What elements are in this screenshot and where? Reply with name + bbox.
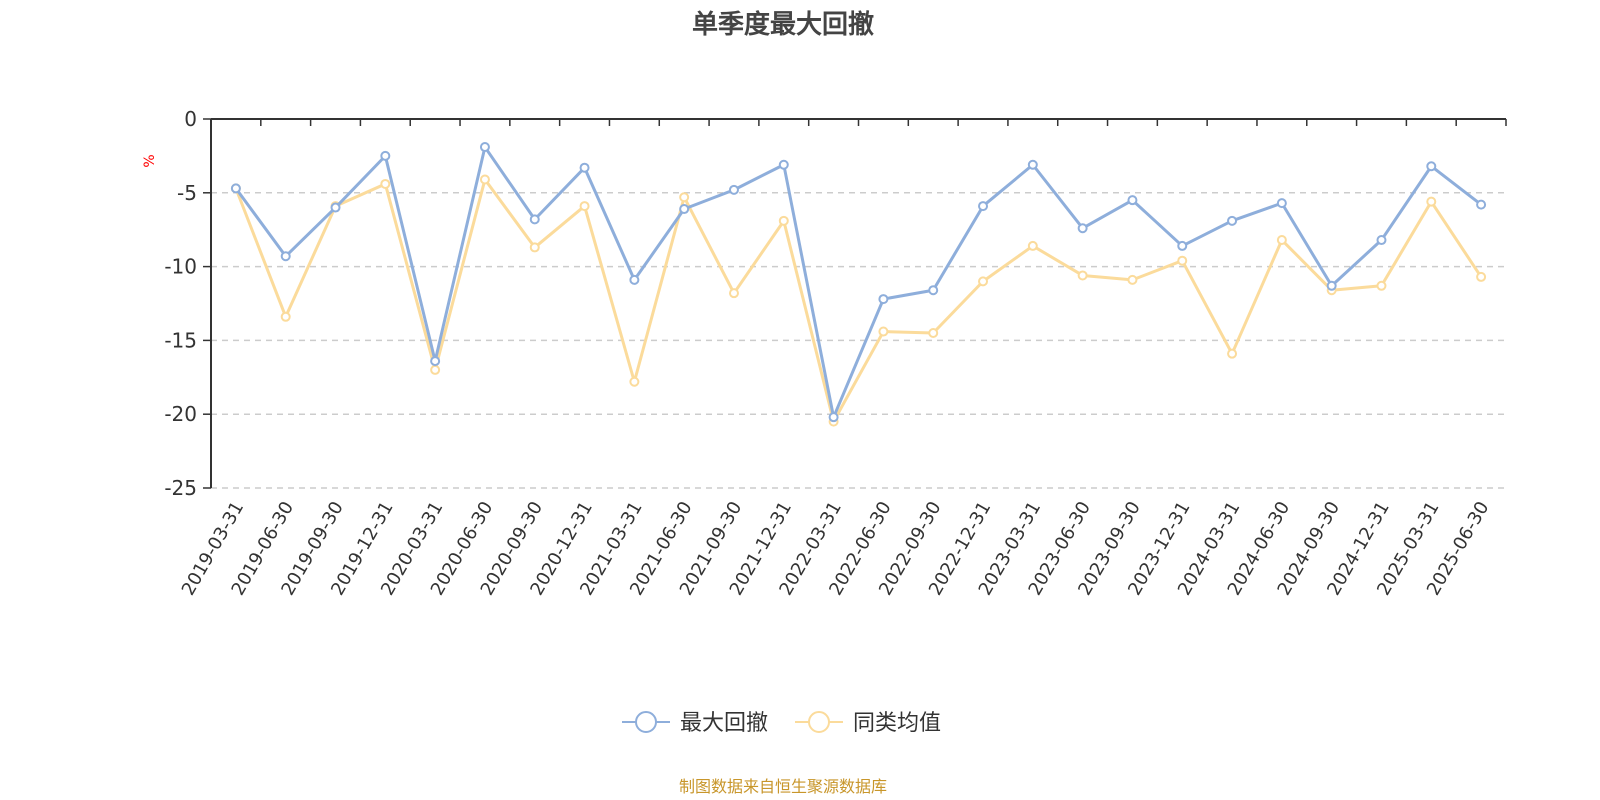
data-point[interactable]	[778, 215, 789, 226]
data-point[interactable]	[380, 150, 391, 161]
data-point[interactable]	[430, 364, 441, 375]
data-point[interactable]	[978, 201, 989, 212]
data-point[interactable]	[679, 192, 690, 203]
data-point[interactable]	[280, 251, 291, 262]
y-tick-label: -20	[164, 402, 197, 426]
data-point[interactable]	[629, 274, 640, 285]
data-point[interactable]	[778, 159, 789, 170]
data-point[interactable]	[978, 276, 989, 287]
data-point[interactable]	[430, 356, 441, 367]
data-point[interactable]	[1276, 235, 1287, 246]
data-point[interactable]	[928, 328, 939, 339]
legend-label: 最大回撤	[680, 711, 768, 736]
data-point[interactable]	[1426, 196, 1437, 207]
legend-item-1[interactable]: 最大回撤	[622, 711, 768, 736]
data-point[interactable]	[1376, 280, 1387, 291]
y-axis-ticks: 0 -5 -10 -15 -20 -25	[164, 107, 211, 500]
data-point[interactable]	[1376, 235, 1387, 246]
data-point[interactable]	[728, 288, 739, 299]
y-axis-unit-label: %	[142, 154, 158, 167]
legend-item-2[interactable]: 同类均值	[795, 711, 941, 736]
data-point[interactable]	[579, 162, 590, 173]
data-point[interactable]	[529, 214, 540, 225]
data-point[interactable]	[1077, 270, 1088, 281]
data-point[interactable]	[1326, 280, 1337, 291]
data-point[interactable]	[1177, 240, 1188, 251]
y-tick-label: -15	[164, 328, 197, 352]
data-point[interactable]	[928, 285, 939, 296]
legend-marker-icon	[635, 711, 657, 733]
chart-title: 单季度最大回撤	[692, 9, 874, 40]
data-point[interactable]	[878, 326, 889, 337]
data-point[interactable]	[1476, 271, 1487, 282]
data-point[interactable]	[330, 202, 341, 213]
data-point[interactable]	[1276, 198, 1287, 209]
data-point[interactable]	[1426, 161, 1437, 172]
legend-marker-icon	[808, 711, 830, 733]
data-point[interactable]	[1027, 159, 1038, 170]
y-tick-label: 0	[184, 107, 197, 131]
series-group	[230, 142, 1487, 427]
y-tick-label: -25	[164, 476, 197, 500]
data-point[interactable]	[529, 242, 540, 253]
y-tick-label: -5	[177, 181, 197, 205]
data-point[interactable]	[1227, 348, 1238, 359]
data-point[interactable]	[828, 412, 839, 423]
series-line	[234, 145, 1483, 419]
axes	[210, 118, 1506, 488]
data-point[interactable]	[380, 178, 391, 189]
data-point[interactable]	[1077, 223, 1088, 234]
data-point[interactable]	[1127, 195, 1138, 206]
data-point[interactable]	[579, 201, 590, 212]
grid-lines	[211, 192, 1506, 489]
data-point[interactable]	[1476, 199, 1487, 210]
data-point[interactable]	[679, 204, 690, 215]
data-point[interactable]	[1027, 240, 1038, 251]
series-1	[230, 142, 1487, 423]
data-source-note: 制图数据来自恒生聚源数据库	[679, 777, 887, 796]
data-point[interactable]	[1177, 255, 1188, 266]
y-tick-label: -10	[164, 255, 197, 279]
series-line	[234, 178, 1483, 424]
data-point[interactable]	[1227, 215, 1238, 226]
data-point[interactable]	[280, 311, 291, 322]
data-point[interactable]	[629, 376, 640, 387]
x-axis-ticks: 2019-03-312019-06-302019-09-302019-12-31…	[178, 119, 1507, 599]
legend-label: 同类均值	[853, 711, 941, 736]
data-point[interactable]	[230, 183, 241, 194]
data-point[interactable]	[878, 294, 889, 305]
data-point[interactable]	[728, 184, 739, 195]
data-point[interactable]	[479, 174, 490, 185]
data-point[interactable]	[479, 142, 490, 153]
legend[interactable]: 最大回撤 同类均值	[622, 711, 941, 736]
data-point[interactable]	[1127, 274, 1138, 285]
